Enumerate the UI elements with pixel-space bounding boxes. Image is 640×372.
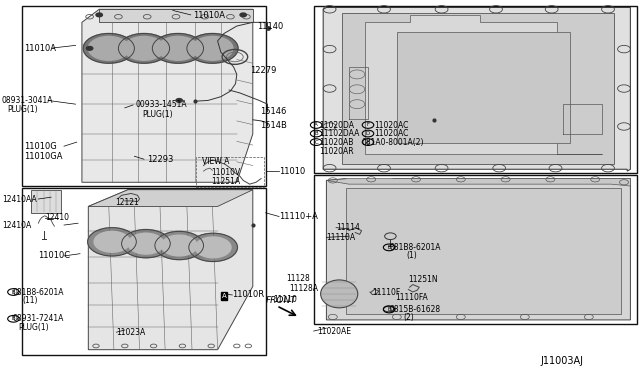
Circle shape [195, 237, 231, 258]
Text: 11020AC: 11020AC [374, 121, 409, 130]
Circle shape [157, 36, 198, 60]
Polygon shape [99, 9, 253, 22]
Text: 081B8-6201A: 081B8-6201A [389, 243, 440, 252]
Text: 11010C: 11010C [38, 251, 70, 260]
Text: B: B [387, 307, 391, 312]
Text: 12293: 12293 [147, 155, 173, 164]
Text: 11110A: 11110A [326, 233, 356, 242]
Circle shape [161, 235, 197, 256]
Text: B: B [387, 245, 391, 250]
Text: 08931-3041A: 08931-3041A [2, 96, 53, 105]
Text: 11251N: 11251N [408, 275, 438, 284]
Polygon shape [326, 179, 630, 186]
Text: 11020AC: 11020AC [374, 129, 409, 138]
Polygon shape [326, 179, 630, 320]
Text: (1): (1) [406, 251, 417, 260]
Circle shape [88, 228, 136, 256]
Text: 00933-1451A: 00933-1451A [136, 100, 188, 109]
Text: 12279: 12279 [250, 66, 276, 75]
Text: 11010A: 11010A [193, 11, 225, 20]
Polygon shape [31, 190, 61, 213]
Circle shape [83, 33, 134, 63]
Text: 11010R: 11010R [232, 291, 264, 299]
Circle shape [152, 33, 204, 63]
Text: 11020AR: 11020AR [319, 147, 353, 156]
Circle shape [240, 13, 246, 17]
Circle shape [187, 33, 238, 63]
Circle shape [128, 233, 164, 254]
Text: A: A [314, 122, 318, 128]
Text: 11110: 11110 [273, 295, 297, 304]
Text: E: E [366, 140, 370, 145]
Text: 11020DA: 11020DA [319, 121, 354, 130]
Text: 081B8-6201A: 081B8-6201A [13, 288, 64, 296]
Text: (2): (2) [403, 313, 414, 322]
Text: 11010G: 11010G [24, 142, 57, 151]
Text: 11020AB: 11020AB [319, 138, 353, 147]
Text: VIEW A: VIEW A [202, 157, 230, 166]
Text: F: F [367, 122, 369, 128]
Polygon shape [88, 190, 253, 206]
Circle shape [118, 33, 170, 63]
Text: 0815B-61628: 0815B-61628 [389, 305, 440, 314]
Polygon shape [88, 190, 253, 350]
Text: 15146: 15146 [260, 107, 287, 116]
Polygon shape [82, 9, 253, 182]
Text: PLUG(1): PLUG(1) [8, 105, 38, 114]
Circle shape [86, 46, 93, 50]
Text: 11023A: 11023A [116, 328, 146, 337]
Text: D: D [366, 131, 370, 136]
Text: C: C [314, 140, 318, 145]
Text: B: B [12, 289, 15, 295]
Text: 08931-7241A: 08931-7241A [13, 314, 64, 323]
Polygon shape [323, 7, 630, 171]
Text: FRONT: FRONT [266, 296, 297, 305]
Text: 11010A: 11010A [24, 44, 56, 53]
Text: B: B [314, 131, 318, 136]
Text: 1514B: 1514B [260, 121, 287, 130]
Text: (11): (11) [22, 296, 38, 305]
Circle shape [155, 231, 204, 260]
Text: 11110FA: 11110FA [396, 293, 428, 302]
Circle shape [189, 233, 237, 262]
Text: 12121: 12121 [115, 198, 139, 207]
Text: 11140: 11140 [257, 22, 284, 31]
Text: B: B [12, 316, 15, 321]
Text: 11010GA: 11010GA [24, 152, 63, 161]
Text: PLUG(1): PLUG(1) [142, 110, 173, 119]
Text: 12410A: 12410A [2, 221, 31, 230]
Text: 11114: 11114 [336, 223, 360, 232]
Polygon shape [365, 15, 602, 154]
Text: 11110F: 11110F [372, 288, 401, 296]
Text: 11102DAA: 11102DAA [319, 129, 359, 138]
Text: 12410AA: 12410AA [2, 195, 36, 203]
Text: 11010: 11010 [279, 167, 305, 176]
Text: 11020AE: 11020AE [317, 327, 351, 336]
Circle shape [96, 13, 102, 17]
Text: J11003AJ: J11003AJ [541, 356, 584, 366]
Text: 12410: 12410 [45, 213, 69, 222]
Text: 11128: 11128 [286, 274, 310, 283]
Text: 11128A: 11128A [289, 284, 318, 293]
Text: A: A [221, 293, 227, 299]
Bar [196, 157, 264, 187]
Text: 11010V: 11010V [211, 169, 241, 177]
Circle shape [94, 231, 130, 252]
Circle shape [124, 36, 164, 60]
Bar [346, 188, 621, 314]
Circle shape [122, 230, 170, 258]
Text: PLUG(1): PLUG(1) [18, 323, 49, 332]
Circle shape [88, 36, 129, 60]
Text: 11251A: 11251A [211, 177, 241, 186]
Ellipse shape [321, 280, 358, 308]
Circle shape [176, 99, 182, 102]
Text: 081A0-8001A(2): 081A0-8001A(2) [362, 138, 424, 147]
Polygon shape [342, 13, 614, 164]
Bar [397, 32, 570, 143]
Circle shape [192, 36, 233, 60]
Text: 11110+A: 11110+A [279, 212, 318, 221]
